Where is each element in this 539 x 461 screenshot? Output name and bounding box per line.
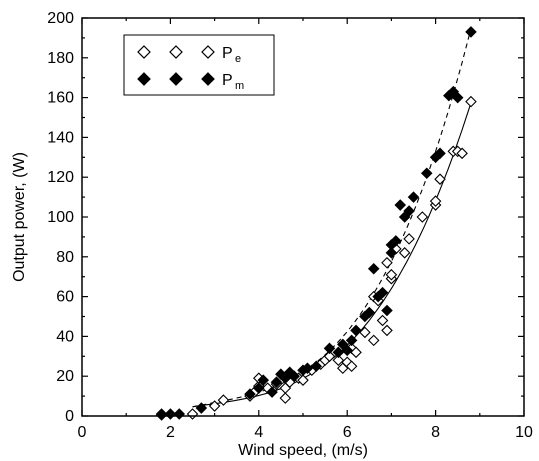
x-axis: 0 2 4 6 8 10 xyxy=(78,18,533,441)
data-point-Pe xyxy=(416,211,429,223)
data-point-Pe xyxy=(297,374,309,386)
y-axis-title: Output power, (W) xyxy=(11,152,28,282)
data-point-Pe xyxy=(381,256,393,269)
y-tick-label: 120 xyxy=(47,169,74,186)
data-point-Pm xyxy=(376,286,389,299)
data-point-Pe xyxy=(403,233,415,245)
data-point-Pm xyxy=(301,362,314,375)
data-point-Pe xyxy=(279,392,292,404)
data-point-Pe xyxy=(398,247,411,259)
data-point-Pm xyxy=(407,191,420,203)
y-tick-label: 180 xyxy=(47,50,74,67)
data-point-Pe xyxy=(217,394,230,406)
y-tick-label: 40 xyxy=(56,328,74,345)
legend-label: P xyxy=(222,45,233,62)
data-point-Pe xyxy=(381,324,393,337)
data-point-Pm xyxy=(266,386,278,398)
y-tick-label: 60 xyxy=(56,289,74,306)
data-point-Pe xyxy=(376,314,389,327)
legend-label-subscript: m xyxy=(235,80,244,92)
fit-line-Pe xyxy=(192,102,472,408)
data-point-Pm xyxy=(253,382,265,394)
y-tick-label: 0 xyxy=(65,408,74,425)
legend-box xyxy=(123,34,275,96)
data-point-Pm xyxy=(451,91,464,104)
data-point-Pm xyxy=(288,370,300,382)
data-point-Pm xyxy=(257,374,269,386)
data-point-Pm xyxy=(345,334,358,347)
data-point-Pe xyxy=(367,334,380,347)
data-point-Pm xyxy=(394,199,407,211)
y-tick-label: 20 xyxy=(56,368,74,385)
y-axis: 0 20 40 60 80 100 120 140 160 180 200 xyxy=(47,10,524,425)
x-tick-label: 2 xyxy=(166,424,175,441)
data-point-Pe xyxy=(434,173,446,185)
data-point-Pm xyxy=(341,344,353,357)
legend-marker xyxy=(137,72,151,86)
y-tick-label: 140 xyxy=(47,129,74,146)
data-point-Pm xyxy=(381,304,393,317)
data-point-Pe xyxy=(208,400,221,412)
data-point-Pe xyxy=(323,350,336,363)
data-point-Pm xyxy=(385,247,398,259)
data-point-Pm xyxy=(332,346,345,359)
data-point-Pe xyxy=(385,268,398,281)
legend-marker xyxy=(137,45,151,59)
data-point-Pm xyxy=(420,167,433,179)
legend-marker xyxy=(169,45,183,59)
data-point-Pe xyxy=(350,346,362,359)
x-tick-label: 8 xyxy=(431,424,440,441)
data-point-Pe xyxy=(332,354,345,367)
data-markers xyxy=(155,26,477,421)
y-tick-label: 100 xyxy=(47,209,74,226)
x-tick-label: 0 xyxy=(78,424,87,441)
data-point-Pm xyxy=(323,342,336,355)
data-point-Pe xyxy=(465,95,477,108)
data-point-Pm xyxy=(465,26,477,38)
data-point-Pe xyxy=(429,195,442,207)
data-point-Pm xyxy=(173,408,186,420)
x-tick-label: 6 xyxy=(343,424,352,441)
data-point-Pm xyxy=(270,376,283,388)
x-tick-label: 10 xyxy=(515,424,533,441)
data-point-Pm xyxy=(310,360,323,373)
data-point-Pm xyxy=(363,306,376,319)
data-point-Pm xyxy=(434,147,446,160)
y-tick-label: 200 xyxy=(47,10,74,27)
y-tick-label: 160 xyxy=(47,90,74,107)
legend-label-subscript: e xyxy=(235,53,241,65)
data-point-Pe xyxy=(456,147,468,160)
legend-marker xyxy=(169,72,183,86)
data-point-Pm xyxy=(350,324,362,337)
data-point-Pm xyxy=(195,402,208,414)
x-axis-title: Wind speed, (m/s) xyxy=(238,442,368,459)
x-tick-label: 4 xyxy=(254,424,263,441)
data-point-Pm xyxy=(390,235,402,247)
data-point-Pm xyxy=(403,205,415,217)
data-point-Pe xyxy=(186,408,199,420)
data-point-Pe xyxy=(359,326,371,339)
y-tick-label: 80 xyxy=(56,249,74,266)
data-point-Pm xyxy=(367,262,380,275)
legend-marker xyxy=(201,45,215,59)
legend-label: P xyxy=(222,72,233,89)
data-point-Pm xyxy=(244,388,256,400)
data-point-Pe xyxy=(345,360,358,373)
legend-marker xyxy=(201,72,215,86)
